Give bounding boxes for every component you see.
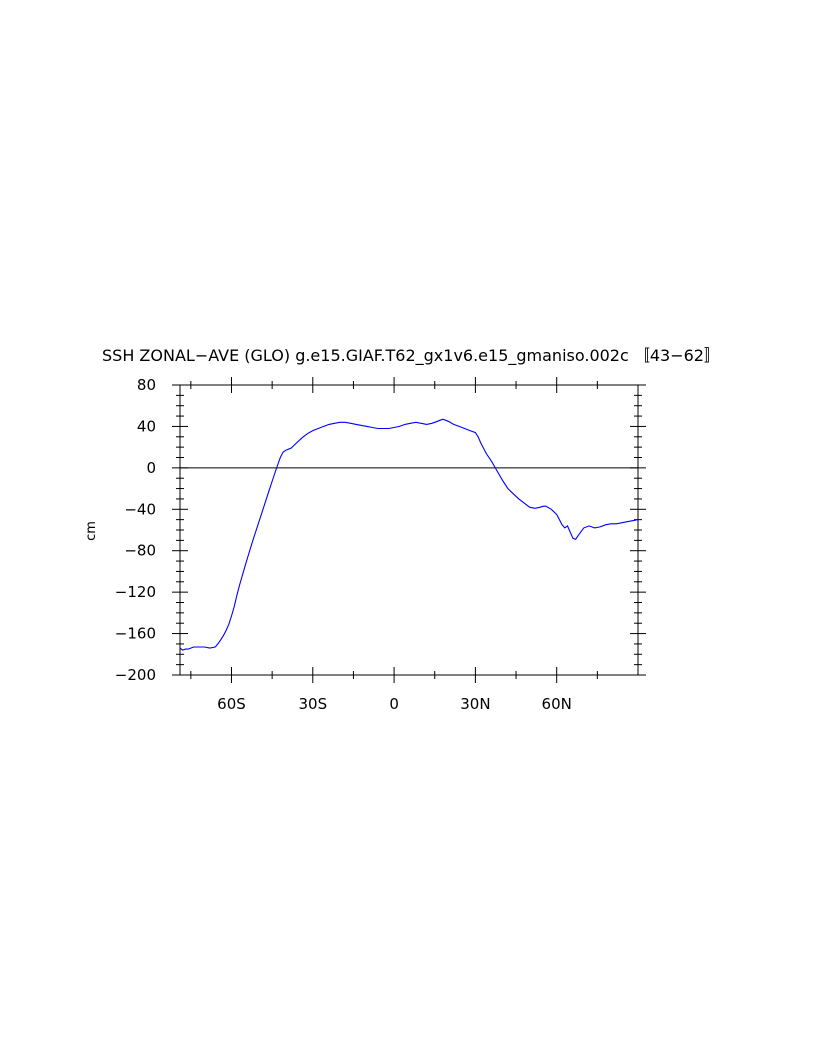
x-tick-label: 0 [389,695,399,713]
y-tick-label: 40 [137,417,156,435]
y-tick-label: −80 [124,542,156,560]
chart-title: SSH ZONAL−AVE (GLO) g.e15.GIAF.T62_gx1v6… [102,346,720,366]
plot-area: 80 40 0 −40 −80 −120 −160 −200 60S 30S 0 30N 60N [115,376,646,713]
y-tick-label: −120 [115,583,156,601]
x-tick-label: 30N [460,695,490,713]
x-tick-label: 60N [542,695,572,713]
ssh-zonal-average-line [179,418,639,651]
y-tick-label: 80 [137,376,156,394]
y-tick-label: −40 [124,500,156,518]
y-tick-label: −160 [115,625,156,643]
x-tick-label: 60S [217,695,246,713]
y-tick-label: 0 [146,459,156,477]
x-tick-label: 30S [298,695,327,713]
y-tick-label: −200 [115,666,156,684]
y-axis-label: cm [84,521,99,541]
